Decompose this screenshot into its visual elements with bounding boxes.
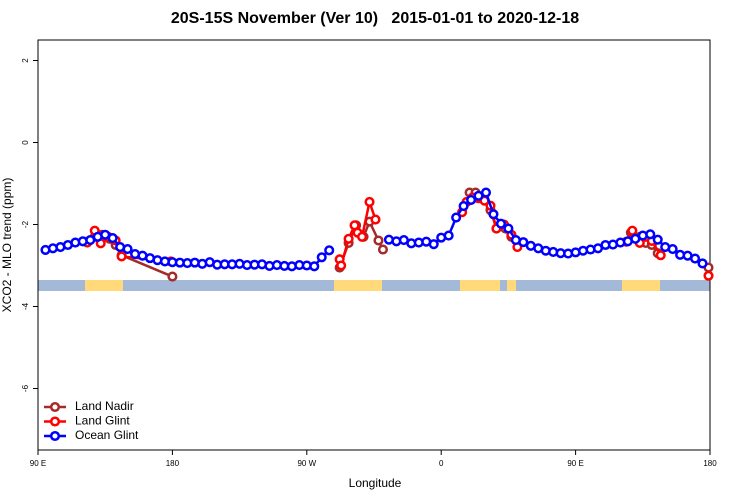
data-point	[370, 214, 381, 225]
data-point	[667, 244, 678, 255]
land-ocean-strip	[38, 280, 710, 291]
data-point	[167, 271, 178, 282]
land-patch	[460, 280, 500, 291]
data-point	[316, 252, 327, 263]
data-point	[655, 250, 666, 261]
data-point	[343, 233, 354, 244]
x-tick-label: 90 W	[297, 459, 316, 468]
data-point	[645, 229, 656, 240]
data-point	[357, 231, 368, 242]
data-point	[107, 232, 118, 244]
data-point	[122, 244, 133, 255]
data-point	[458, 201, 469, 212]
data-point	[503, 223, 514, 234]
data-point	[451, 212, 462, 223]
data-point	[518, 237, 529, 248]
y-tick-label: 2	[21, 58, 30, 63]
data-point	[480, 187, 492, 198]
data-point	[116, 251, 127, 262]
data-point	[703, 270, 714, 281]
data-point	[495, 218, 506, 229]
land-patch	[507, 280, 516, 291]
chart-title: 20S-15S November (Ver 10) 2015-01-01 to …	[171, 10, 579, 27]
legend-label: Ocean Glint	[75, 428, 139, 442]
plot-frame	[37, 39, 711, 451]
data-point	[428, 239, 439, 250]
legend-marker	[49, 401, 61, 413]
data-point	[336, 260, 347, 271]
data-point	[373, 235, 384, 246]
land-patch	[622, 280, 660, 291]
y-tick-label: -2	[21, 220, 30, 228]
data-point	[652, 234, 663, 245]
y-tick-label: -4	[21, 302, 30, 310]
y-axis-label: XCO2 - MLO trend (ppm)	[0, 178, 14, 313]
x-tick-label: 90 E	[567, 459, 583, 468]
x-tick-label: 180	[703, 459, 717, 468]
x-tick-label: 90 E	[30, 459, 46, 468]
data-point	[309, 261, 320, 272]
legend-label: Land Glint	[75, 414, 130, 428]
y-tick-label: 0	[21, 140, 30, 145]
data-point	[324, 245, 335, 256]
legend-marker	[49, 416, 61, 427]
data-point	[690, 253, 701, 264]
legend-marker	[49, 430, 61, 442]
data-point	[443, 230, 454, 241]
x-axis-label: Longitude	[349, 476, 402, 490]
data-point	[377, 244, 389, 255]
data-point	[466, 194, 477, 205]
data-point	[364, 196, 375, 207]
land-patch	[85, 280, 123, 291]
land-patch	[334, 280, 382, 291]
data-point	[627, 225, 638, 236]
x-tick-label: 0	[439, 459, 444, 468]
legend-label: Land Nadir	[75, 399, 134, 413]
data-point	[488, 209, 499, 220]
y-tick-label: -6	[21, 384, 30, 392]
x-tick-label: 180	[166, 459, 180, 468]
data-point	[697, 258, 708, 269]
